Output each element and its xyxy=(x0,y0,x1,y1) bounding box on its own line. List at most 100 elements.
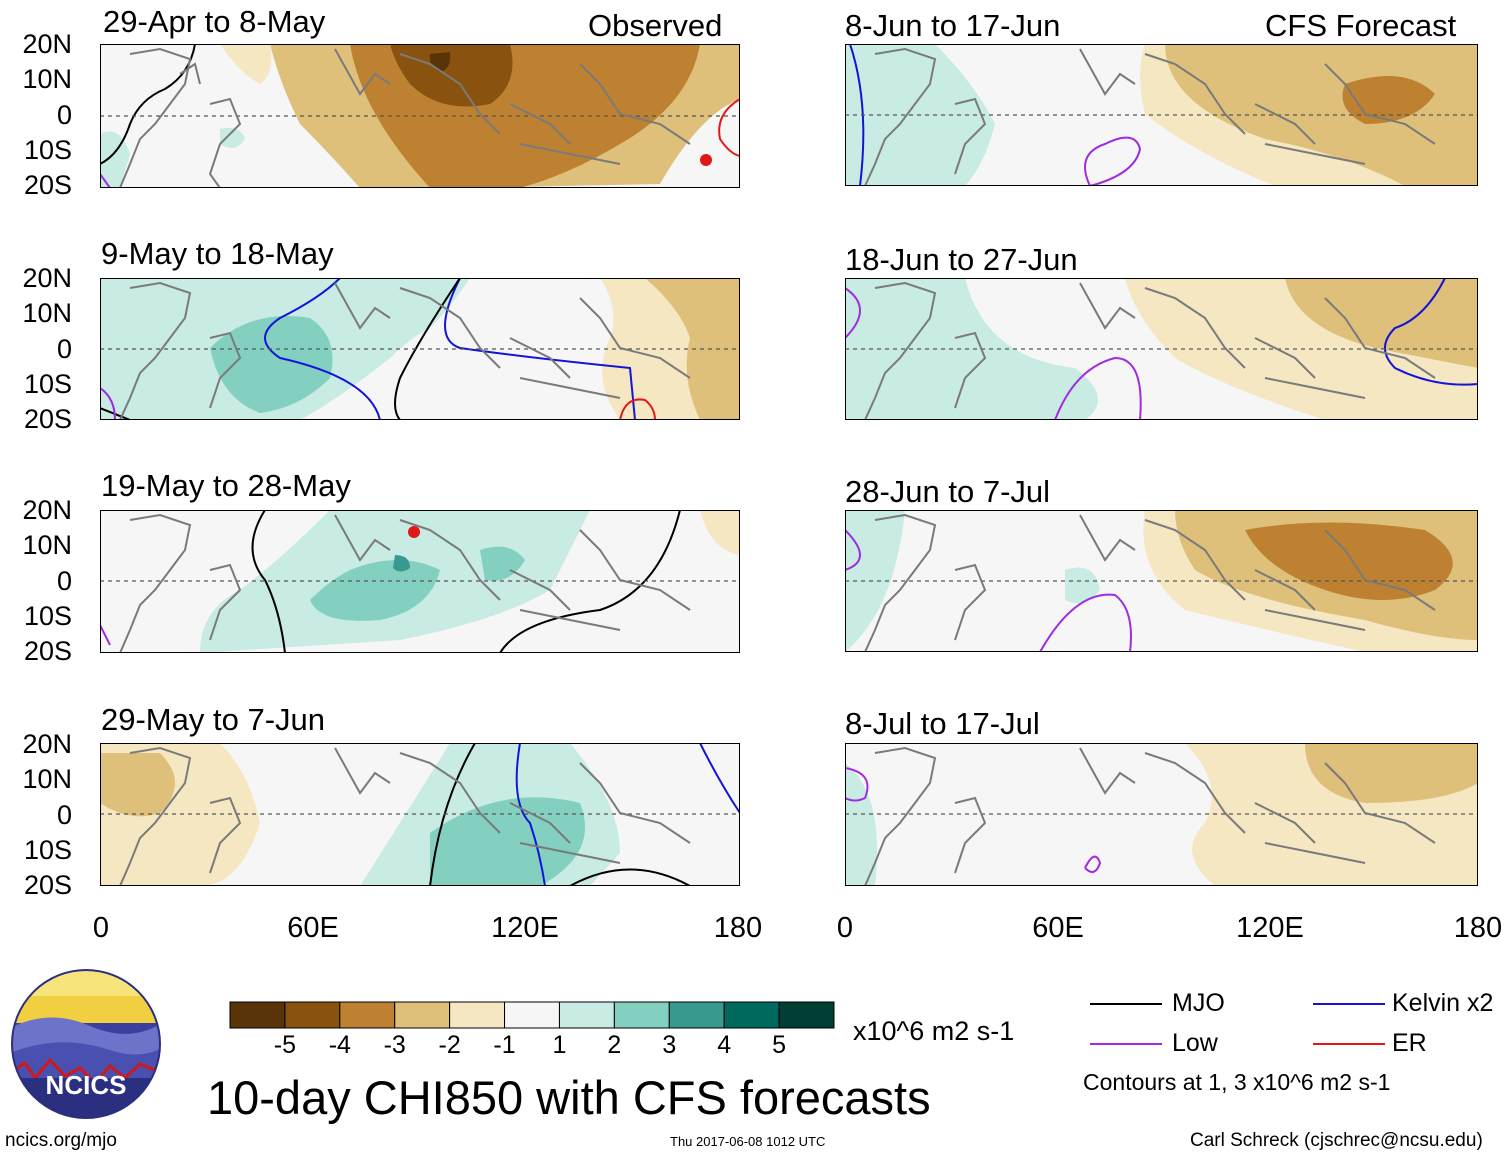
lon-label: 0 xyxy=(836,912,854,944)
map-panel-7 xyxy=(845,510,1478,652)
panel-title-2: 9-May to 18-May xyxy=(101,236,334,271)
footer-timestamp: Thu 2017-06-08 1012 UTC xyxy=(670,1134,826,1149)
colorbar-swatch xyxy=(394,1001,451,1029)
colorbar-swatch xyxy=(339,1001,396,1029)
footer-credit: Carl Schreck (cjschrec@ncsu.edu) xyxy=(1190,1130,1483,1151)
shading-area xyxy=(1342,76,1435,124)
colorbar-tick-label: -3 xyxy=(383,1031,406,1059)
lat-label: 10N xyxy=(22,530,72,560)
colorbar-tick-label: 2 xyxy=(607,1031,622,1059)
shading-area xyxy=(220,44,272,84)
coastline xyxy=(119,281,691,420)
lon-label: 60E xyxy=(287,912,339,944)
map-panel-8 xyxy=(845,743,1478,886)
shading-area xyxy=(220,127,245,148)
contour-note: Contours at 1, 3 x10^6 m2 s-1 xyxy=(1083,1069,1391,1095)
lat-label: 20N xyxy=(22,263,72,293)
colorbar-swatch xyxy=(613,1001,670,1029)
colorbar-tick-label: -1 xyxy=(493,1031,516,1059)
contour-line xyxy=(100,173,111,188)
colorbar-swatch xyxy=(778,1001,835,1029)
logo-text: NCICS xyxy=(46,1070,127,1100)
shading-area xyxy=(845,763,877,886)
footer-url: ncics.org/mjo xyxy=(5,1130,117,1151)
shading-area xyxy=(1285,278,1478,368)
lat-label: 10S xyxy=(23,369,72,399)
shading-area xyxy=(390,44,513,107)
coastline xyxy=(119,47,691,188)
shading-area xyxy=(100,753,175,817)
lat-label: 0 xyxy=(56,566,72,596)
lon-label: 180 xyxy=(1453,912,1503,944)
legend-label-low: Low xyxy=(1172,1029,1218,1057)
lat-label: 20S xyxy=(23,636,72,666)
shading-area xyxy=(393,555,410,572)
contour-line xyxy=(849,44,865,186)
lat-label: 10N xyxy=(22,298,72,328)
shading-area xyxy=(845,278,1098,420)
panel-title-5: 8-Jun to 17-Jun xyxy=(845,8,1061,43)
legend-line-low xyxy=(1090,1043,1162,1045)
shading-area xyxy=(430,797,585,886)
lon-label: 0 xyxy=(92,912,110,944)
map-panel-4 xyxy=(100,743,740,886)
colorbar-tick-label: -4 xyxy=(328,1031,351,1059)
colorbar-tick-label: 4 xyxy=(717,1031,732,1059)
contour-line xyxy=(515,743,546,886)
panel-title-7: 28-Jun to 7-Jul xyxy=(845,474,1051,509)
contour-line xyxy=(444,278,636,420)
contour-line xyxy=(699,743,740,814)
lat-label: 0 xyxy=(56,800,72,830)
lat-label: 20N xyxy=(22,495,72,525)
contour-line xyxy=(1054,356,1142,420)
panel-title-3: 19-May to 28-May xyxy=(101,468,351,503)
lat-label: 20N xyxy=(22,729,72,759)
lon-label: 120E xyxy=(1236,912,1304,944)
lat-label: 20S xyxy=(23,404,72,434)
contour-line xyxy=(845,287,861,339)
panel-title-6: 18-Jun to 27-Jun xyxy=(845,242,1078,277)
contour-line xyxy=(1039,593,1132,652)
lat-label: 10S xyxy=(23,601,72,631)
lat-label: 10S xyxy=(23,135,72,165)
storm-symbol xyxy=(700,154,712,166)
lat-label: 20S xyxy=(23,170,72,200)
observed-label: Observed xyxy=(588,8,723,43)
contour-line xyxy=(718,98,740,157)
colorbar-swatch xyxy=(668,1001,725,1029)
colorbar-swatch xyxy=(504,1001,560,1029)
colorbar-swatch xyxy=(723,1001,780,1029)
contour-line xyxy=(1084,136,1142,186)
contour-line xyxy=(569,868,691,886)
colorbar-swatch xyxy=(229,1001,286,1029)
map-panel-6 xyxy=(845,278,1478,420)
shading-area xyxy=(700,510,740,555)
contour-line xyxy=(100,387,116,420)
lon-label: 120E xyxy=(491,912,559,944)
storm-symbol xyxy=(408,526,420,538)
colorbar-tick-label: -5 xyxy=(273,1031,297,1059)
shading-area xyxy=(310,560,440,621)
lat-label: 20S xyxy=(23,870,72,900)
colorbar-swatch xyxy=(449,1001,506,1029)
coastline xyxy=(864,281,1436,420)
panel-title-4: 29-May to 7-Jun xyxy=(101,702,325,737)
contour-line xyxy=(845,529,861,571)
legend-label-mjo: MJO xyxy=(1172,989,1225,1017)
forecast-label: CFS Forecast xyxy=(1265,8,1457,43)
map-panel-2 xyxy=(100,278,740,420)
contour-line xyxy=(619,398,656,420)
panel-title-1: 29-Apr to 8-May xyxy=(103,4,326,39)
coastline xyxy=(864,513,1436,652)
legend-line-kelvin xyxy=(1313,1003,1385,1005)
contour-line xyxy=(499,510,681,653)
lat-label: 20N xyxy=(22,29,72,59)
coastline xyxy=(119,513,691,653)
coastline xyxy=(119,746,691,886)
contour-line xyxy=(429,743,476,886)
colorbar-swatch xyxy=(284,1001,341,1029)
shading-area xyxy=(845,510,905,652)
lat-label: 10N xyxy=(22,64,72,94)
contour-line xyxy=(264,278,381,420)
lon-label: 60E xyxy=(1032,912,1084,944)
